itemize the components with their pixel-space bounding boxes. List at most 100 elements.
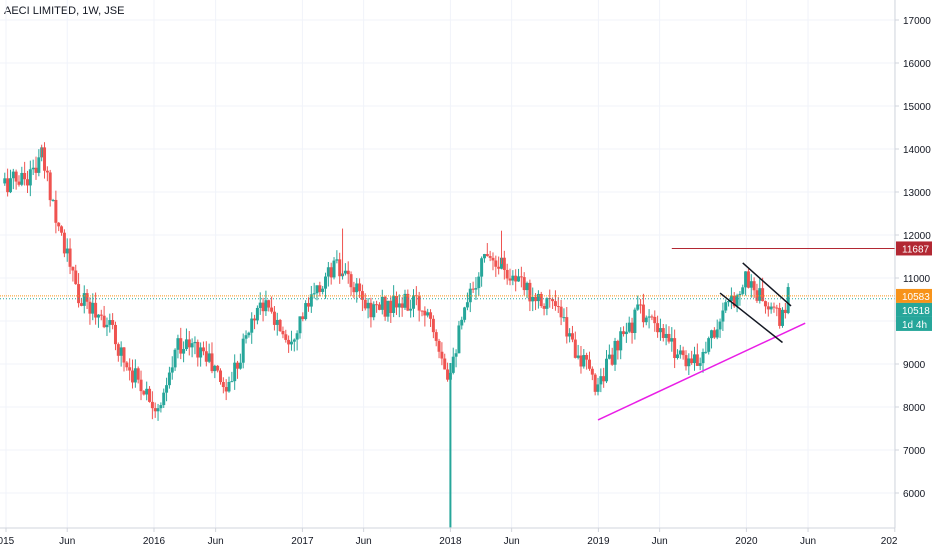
trendline-support[interactable]	[597, 322, 806, 421]
candle-down	[602, 376, 606, 382]
candle-up	[326, 267, 330, 277]
candle-up	[426, 312, 430, 316]
candle-down	[590, 368, 594, 375]
time-tick-label: Jun	[59, 536, 75, 547]
candle-down	[216, 365, 220, 371]
candle-up	[613, 340, 617, 365]
candle-down	[54, 199, 58, 223]
candle-down	[778, 307, 782, 326]
candle-down	[437, 340, 441, 352]
candle-up	[454, 353, 458, 357]
price-axis[interactable]: 6000700080009000100001100012000130001400…	[894, 0, 932, 550]
candle-up	[457, 325, 461, 354]
candle-up	[241, 338, 245, 363]
candle-up	[275, 319, 279, 325]
candle-down	[690, 358, 694, 364]
candle-up	[165, 385, 169, 393]
candle-down	[667, 333, 671, 342]
candle-down	[43, 147, 47, 171]
candle-up	[465, 302, 469, 308]
candle-down	[732, 295, 736, 307]
candle-up	[409, 308, 413, 311]
candle-up	[460, 319, 464, 326]
candle-up	[698, 363, 702, 366]
candle-up	[769, 306, 773, 310]
time-tick-label: 2017	[291, 536, 314, 547]
candle-down	[746, 271, 750, 288]
candle-down	[71, 266, 75, 271]
candle-down	[656, 323, 660, 333]
candle-down	[358, 283, 362, 292]
candle-down	[224, 387, 228, 392]
candle-up	[105, 324, 109, 328]
candle-down	[14, 171, 18, 182]
candle-up	[749, 281, 753, 288]
candle-down	[485, 254, 489, 257]
candle-up	[735, 295, 739, 307]
candle-down	[630, 322, 634, 334]
candle-down	[570, 333, 574, 340]
chart-title: AECI LIMITED, 1W, JSE	[4, 5, 125, 17]
candle-down	[301, 316, 305, 320]
time-tick-label: Jun	[800, 536, 816, 547]
candle-down	[204, 351, 208, 362]
candle-down	[131, 370, 135, 383]
time-tick-label: Jun	[504, 536, 520, 547]
candle-up	[724, 302, 728, 311]
candle-up	[184, 339, 188, 350]
candle-down	[684, 355, 688, 367]
candlesticks	[3, 142, 790, 528]
candle-up	[298, 316, 302, 334]
candle-down	[616, 340, 620, 351]
candle-up	[511, 275, 515, 281]
candle-down	[306, 303, 310, 307]
candle-up	[647, 316, 651, 318]
last-price-badge	[896, 288, 932, 303]
candle-down	[585, 355, 589, 360]
candle-up	[20, 172, 24, 185]
candle-down	[329, 267, 333, 278]
candle-up	[707, 338, 711, 352]
candle-up	[255, 307, 259, 321]
candle-up	[463, 307, 467, 320]
candle-down	[221, 382, 225, 388]
candle-up	[213, 365, 217, 372]
candle-down	[497, 266, 501, 269]
candle-down	[60, 226, 64, 233]
candle-down	[62, 232, 66, 254]
candle-up	[173, 349, 177, 368]
candle-up	[247, 332, 251, 336]
candle-up	[170, 367, 174, 373]
candle-down	[593, 374, 597, 392]
candle-up	[403, 293, 407, 308]
candle-down	[25, 179, 29, 186]
candle-down	[284, 334, 288, 340]
candle-down	[218, 370, 222, 383]
candle-down	[565, 317, 569, 337]
candle-down	[763, 301, 767, 307]
price-tick-label: 13000	[903, 188, 931, 199]
candle-up	[315, 285, 319, 294]
candle-up	[28, 169, 32, 186]
time-axis[interactable]: 2015 Jun 2016 Jun 2017 Jun 2018 Jun 2019 Jun 2020 J…	[0, 527, 898, 550]
trendline-drawings[interactable]	[597, 247, 919, 421]
candle-down	[113, 324, 117, 345]
trendline-channel-lower[interactable]	[719, 292, 783, 344]
candle-up	[582, 355, 586, 367]
candle-up	[536, 293, 540, 302]
candle-up	[607, 354, 611, 359]
candle-up	[295, 333, 299, 340]
candle-up	[324, 276, 328, 289]
grid	[0, 0, 896, 528]
candle-down	[48, 172, 52, 201]
trendline-channel-upper[interactable]	[742, 262, 792, 307]
candle-down	[681, 350, 685, 356]
candle-down	[346, 270, 350, 275]
candle-down	[423, 310, 427, 316]
candle-down	[45, 170, 49, 173]
candle-down	[85, 293, 89, 302]
candle-down	[57, 222, 61, 227]
price-tick-label: 12000	[903, 231, 931, 242]
candle-up	[11, 171, 15, 179]
